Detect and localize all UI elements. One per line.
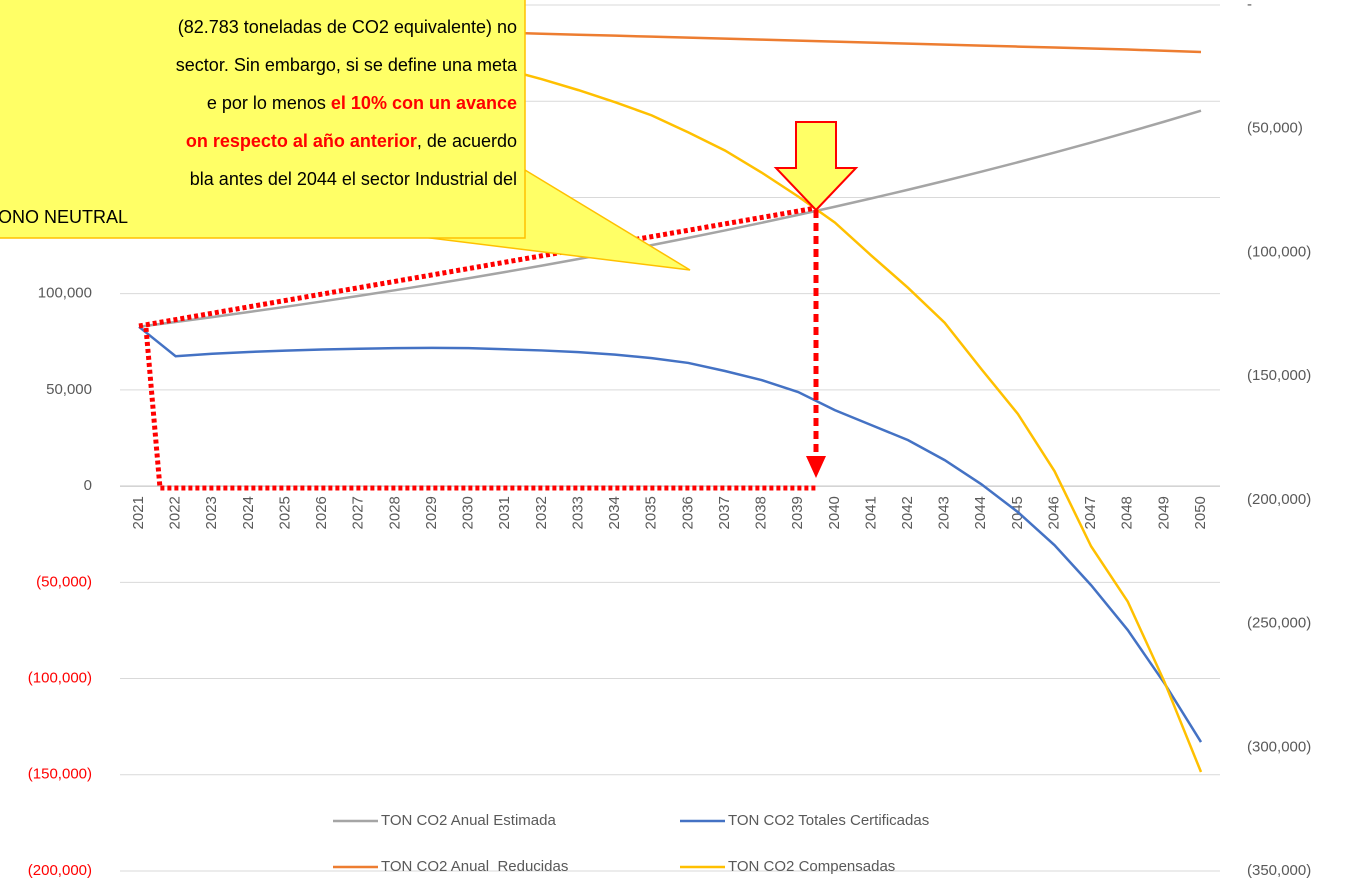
y2-tick-label: (200,000) bbox=[1247, 491, 1311, 508]
callout-segment: , de acuerdo bbox=[417, 131, 517, 151]
callout-text: (82.783 toneladas de CO2 equivalente) no bbox=[178, 17, 517, 37]
x-tick-label: 2034 bbox=[606, 496, 623, 529]
x-tick-label: 2036 bbox=[679, 496, 696, 529]
annotation-marks bbox=[138, 121, 859, 491]
y2-tick-label: - bbox=[1247, 0, 1252, 13]
legend-label: TON CO2 Compensadas bbox=[728, 858, 895, 875]
x-tick-label: 2025 bbox=[276, 496, 293, 529]
dotted-line bbox=[138, 205, 817, 329]
y-tick-label: 100,000 bbox=[38, 285, 92, 302]
callout-segment: on respecto al año anterior bbox=[186, 131, 417, 151]
series-line bbox=[138, 109, 1202, 329]
x-tick-label: 2027 bbox=[350, 496, 367, 529]
x-tick-label: 2049 bbox=[1155, 496, 1172, 529]
y-tick-label: 0 bbox=[84, 477, 92, 494]
callout-text: on respecto al año anterior, de acuerdo bbox=[186, 131, 517, 151]
y-tick-label: (150,000) bbox=[28, 766, 92, 783]
callout-segment: bla antes del 2044 el sector Industrial … bbox=[190, 169, 517, 189]
x-tick-label: 2040 bbox=[826, 496, 843, 529]
x-tick-label: 2048 bbox=[1119, 496, 1136, 529]
legend-label: TON CO2 Totales Certificadas bbox=[728, 812, 929, 829]
y-tick-label: (50,000) bbox=[36, 573, 92, 590]
x-tick-label: 2047 bbox=[1082, 496, 1099, 529]
x-tick-label: 2023 bbox=[203, 496, 220, 529]
dotted-line bbox=[143, 327, 816, 491]
x-tick-label: 2042 bbox=[899, 496, 916, 529]
y-tick-label: 50,000 bbox=[46, 381, 92, 398]
legend-label: TON CO2 Anual Reducidas bbox=[381, 858, 568, 875]
callout-segment: e por lo menos bbox=[207, 93, 331, 113]
x-tick-label: 2032 bbox=[533, 496, 550, 529]
callout-segment: el 10% con un avance bbox=[331, 93, 517, 113]
x-tick-label: 2041 bbox=[862, 496, 879, 529]
callout-text: sector. Sin embargo, si se define una me… bbox=[176, 55, 518, 75]
callout-segment: sector. Sin embargo, si se define una me… bbox=[176, 55, 518, 75]
callout-segment: BONO NEUTRAL bbox=[0, 207, 128, 227]
y2-tick-label: (300,000) bbox=[1247, 738, 1311, 755]
y2-tick-label: (100,000) bbox=[1247, 243, 1311, 260]
y2-tick-label: (50,000) bbox=[1247, 120, 1303, 137]
x-tick-label: 2044 bbox=[972, 496, 989, 529]
y2-tick-label: (250,000) bbox=[1247, 615, 1311, 632]
x-tick-label: 2026 bbox=[313, 496, 330, 529]
x-tick-label: 2024 bbox=[240, 496, 257, 529]
down-arrow bbox=[773, 121, 859, 212]
callout-text: BONO NEUTRAL bbox=[0, 207, 128, 227]
y-tick-label: (200,000) bbox=[28, 862, 92, 879]
x-tick-label: 2050 bbox=[1192, 496, 1209, 529]
x-tick-label: 2033 bbox=[569, 496, 586, 529]
x-tick-label: 2046 bbox=[1045, 496, 1062, 529]
y-tick-label: (100,000) bbox=[28, 670, 92, 687]
callout-segment: (82.783 toneladas de CO2 equivalente) no bbox=[178, 17, 517, 37]
x-tick-label: 2035 bbox=[643, 496, 660, 529]
x-tick-label: 2043 bbox=[936, 496, 953, 529]
callout: (82.783 toneladas de CO2 equivalente) no… bbox=[0, 0, 691, 271]
legend-label: TON CO2 Anual Estimada bbox=[381, 812, 556, 829]
x-tick-label: 2030 bbox=[460, 496, 477, 529]
x-tick-label: 2038 bbox=[753, 496, 770, 529]
x-tick-label: 2021 bbox=[130, 496, 147, 529]
x-tick-label: 2037 bbox=[716, 496, 733, 529]
x-tick-label: 2039 bbox=[789, 496, 806, 529]
callout-text: e por lo menos el 10% con un avance bbox=[207, 93, 517, 113]
y2-tick-label: (350,000) bbox=[1247, 862, 1311, 879]
x-tick-label: 2031 bbox=[496, 496, 513, 529]
arrow-head bbox=[806, 456, 826, 478]
series-line bbox=[138, 325, 1203, 743]
callout-box bbox=[0, 0, 526, 239]
callout-text: bla antes del 2044 el sector Industrial … bbox=[190, 169, 517, 189]
x-tick-label: 2029 bbox=[423, 496, 440, 529]
x-tick-label: 2028 bbox=[386, 496, 403, 529]
x-tick-label: 2022 bbox=[167, 496, 184, 529]
y2-tick-label: (150,000) bbox=[1247, 367, 1311, 384]
